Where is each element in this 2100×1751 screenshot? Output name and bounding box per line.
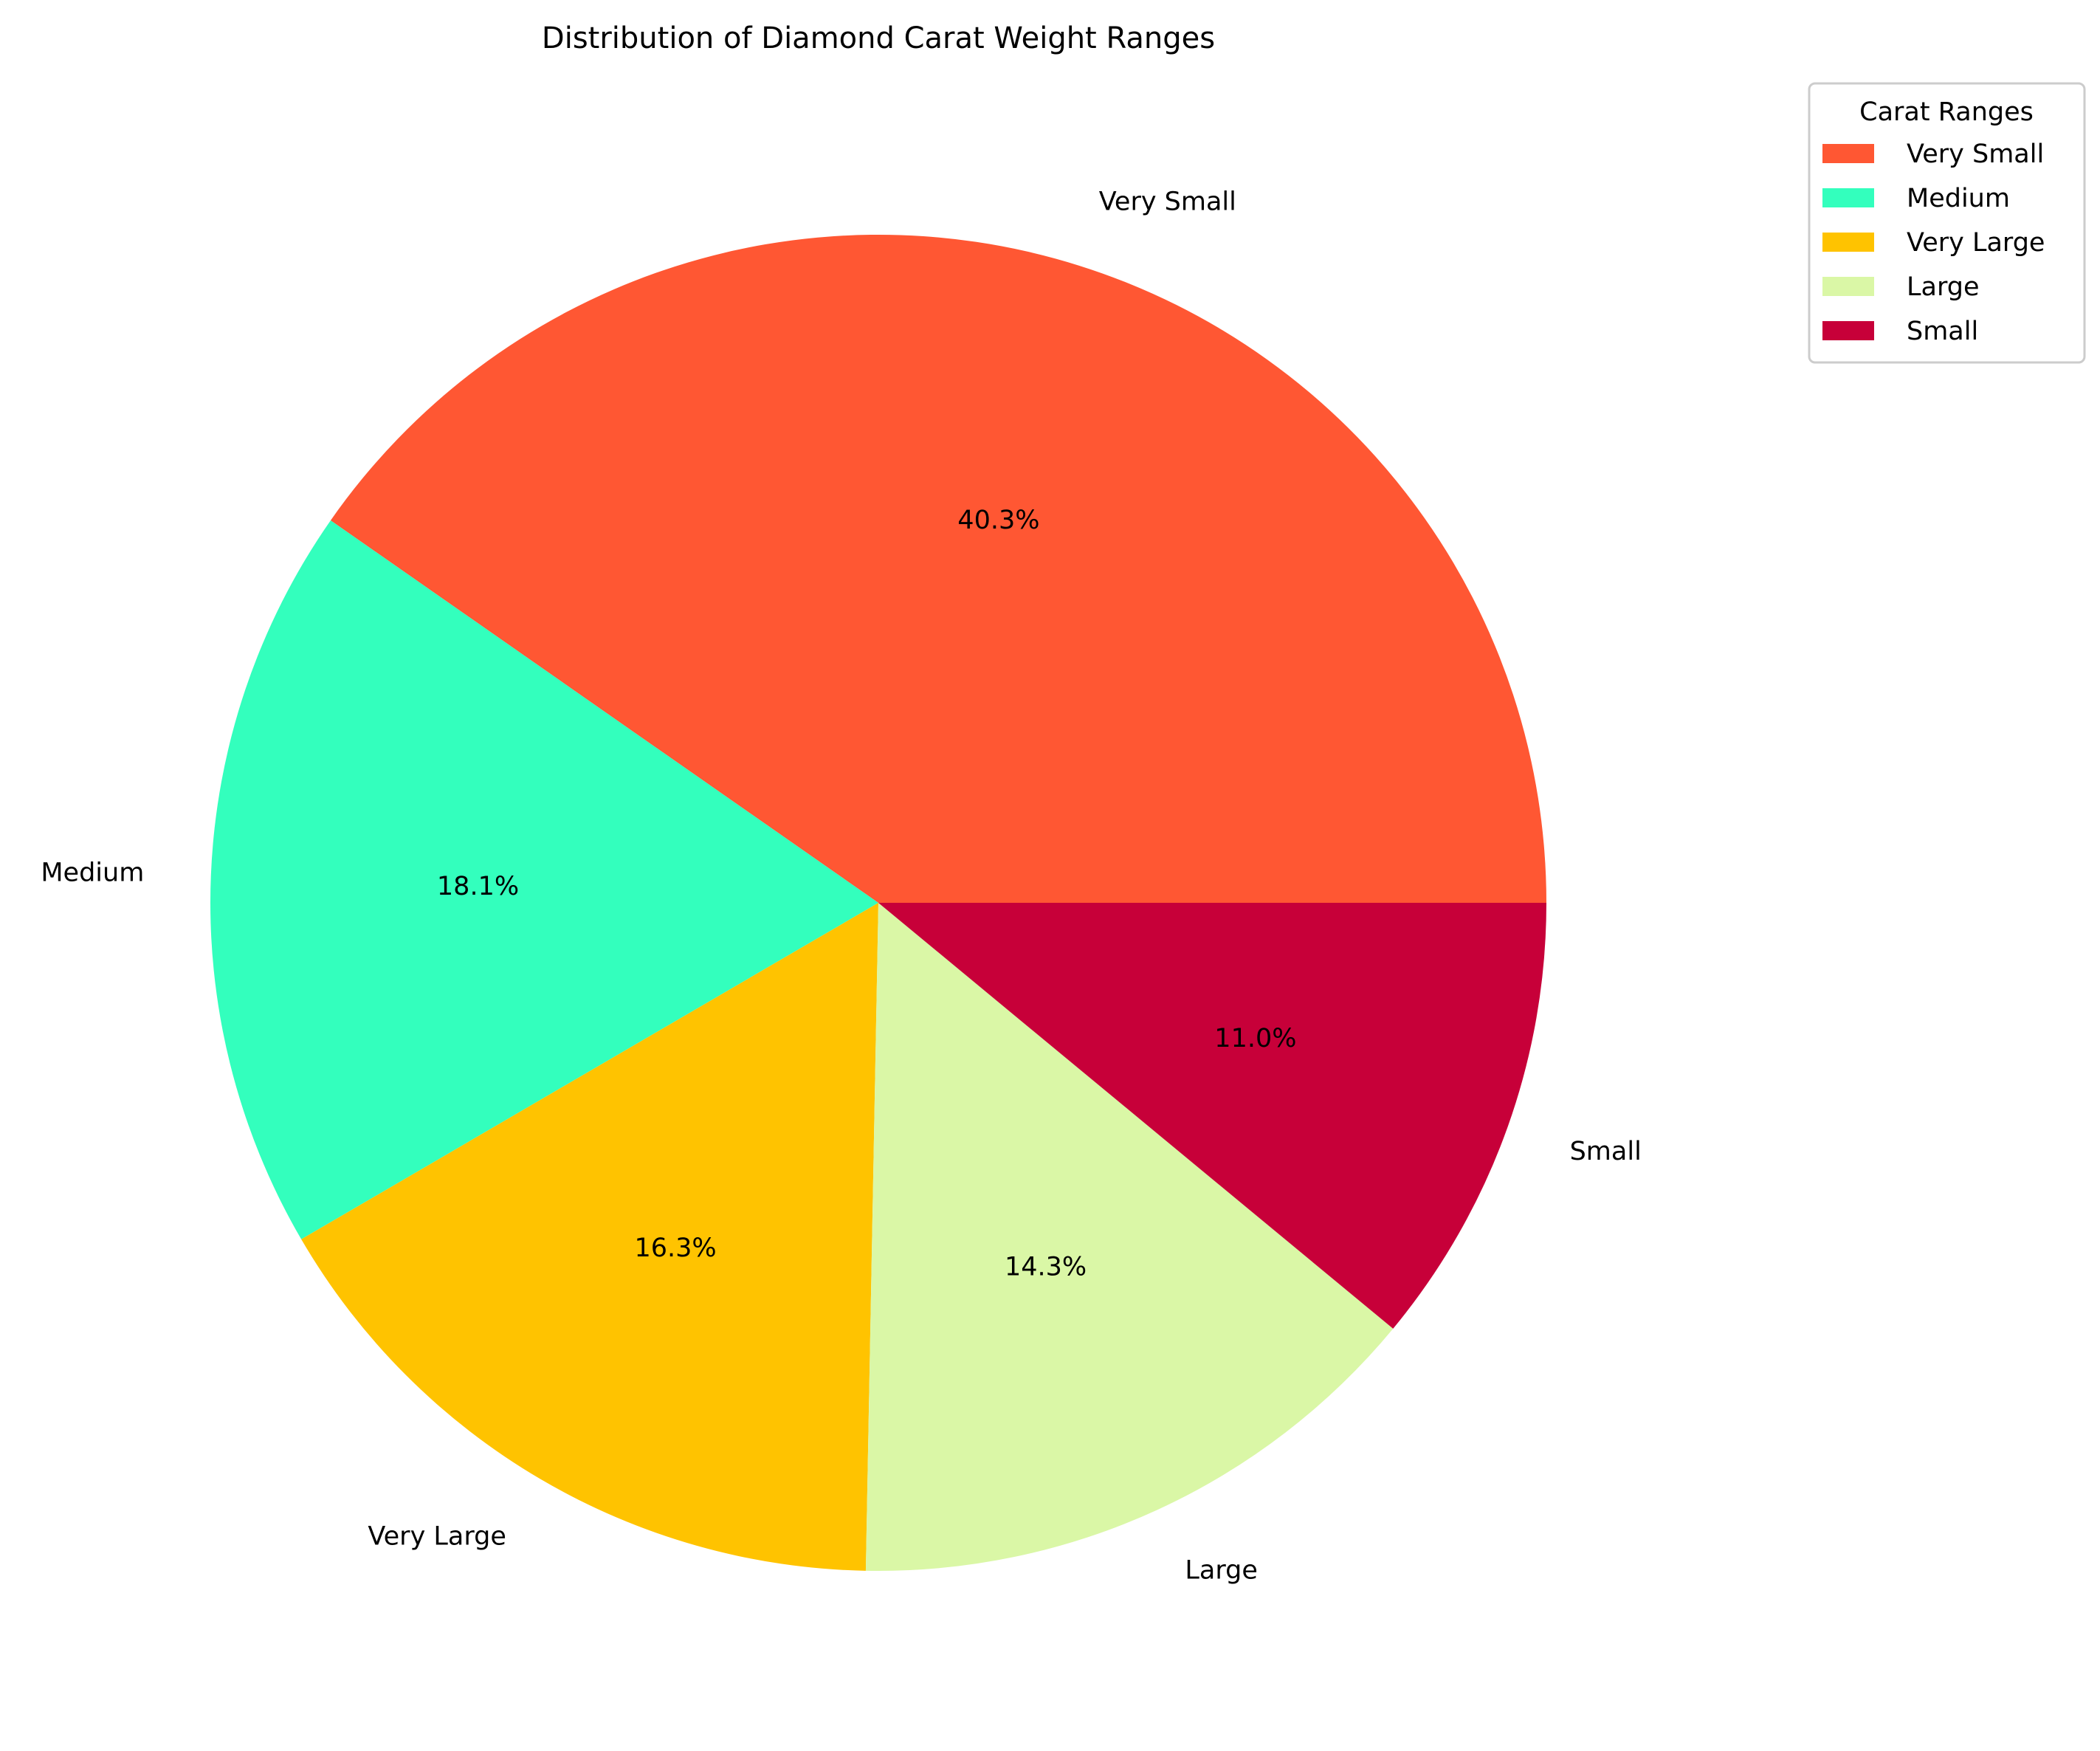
percentage-labels: 40.3% 18.1% 16.3% 14.3% 11.0% bbox=[437, 506, 1297, 1282]
legend-swatch-large bbox=[1822, 277, 1874, 296]
legend-label-very-large: Very Large bbox=[1907, 228, 2045, 258]
legend-entries: Very Small Medium Very Large Large Small bbox=[1822, 140, 2045, 346]
slice-large bbox=[865, 903, 1394, 1572]
legend: Carat Ranges Very Small Medium Very Large L… bbox=[1808, 82, 2086, 364]
pie-slices bbox=[210, 234, 1547, 1572]
legend-label-small: Small bbox=[1907, 317, 1978, 346]
pct-label-large: 14.3% bbox=[1005, 1253, 1087, 1282]
slice-very-large bbox=[301, 903, 878, 1571]
legend-swatch-medium bbox=[1822, 188, 1874, 207]
slice-label-large: Large bbox=[1185, 1556, 1257, 1586]
pct-label-small: 11.0% bbox=[1214, 1024, 1296, 1053]
legend-swatch-very-large bbox=[1822, 233, 1874, 252]
slice-label-very-small: Very Small bbox=[1099, 187, 1236, 216]
pct-label-very-large: 16.3% bbox=[635, 1234, 717, 1263]
slice-label-very-large: Very Large bbox=[368, 1522, 506, 1552]
slice-label-medium: Medium bbox=[41, 858, 144, 887]
slice-medium bbox=[210, 520, 878, 1239]
legend-box bbox=[1808, 82, 2086, 364]
slice-labels: Very Small Medium Very Large Large Small bbox=[41, 187, 1641, 1585]
legend-label-very-small: Very Small bbox=[1907, 140, 2044, 169]
pct-label-medium: 18.1% bbox=[437, 872, 519, 901]
legend-swatch-small bbox=[1822, 321, 1874, 340]
slice-label-small: Small bbox=[1570, 1137, 1642, 1166]
legend-label-large: Large bbox=[1907, 272, 1979, 302]
pct-label-very-small: 40.3% bbox=[957, 506, 1039, 535]
legend-swatch-very-small bbox=[1822, 144, 1874, 163]
chart-title: Distribution of Diamond Carat Weight Ran… bbox=[542, 21, 1215, 55]
slice-small bbox=[878, 903, 1546, 1329]
slice-very-small bbox=[330, 234, 1547, 903]
legend-title: Carat Ranges bbox=[1859, 97, 2034, 127]
legend-label-medium: Medium bbox=[1907, 184, 2010, 213]
